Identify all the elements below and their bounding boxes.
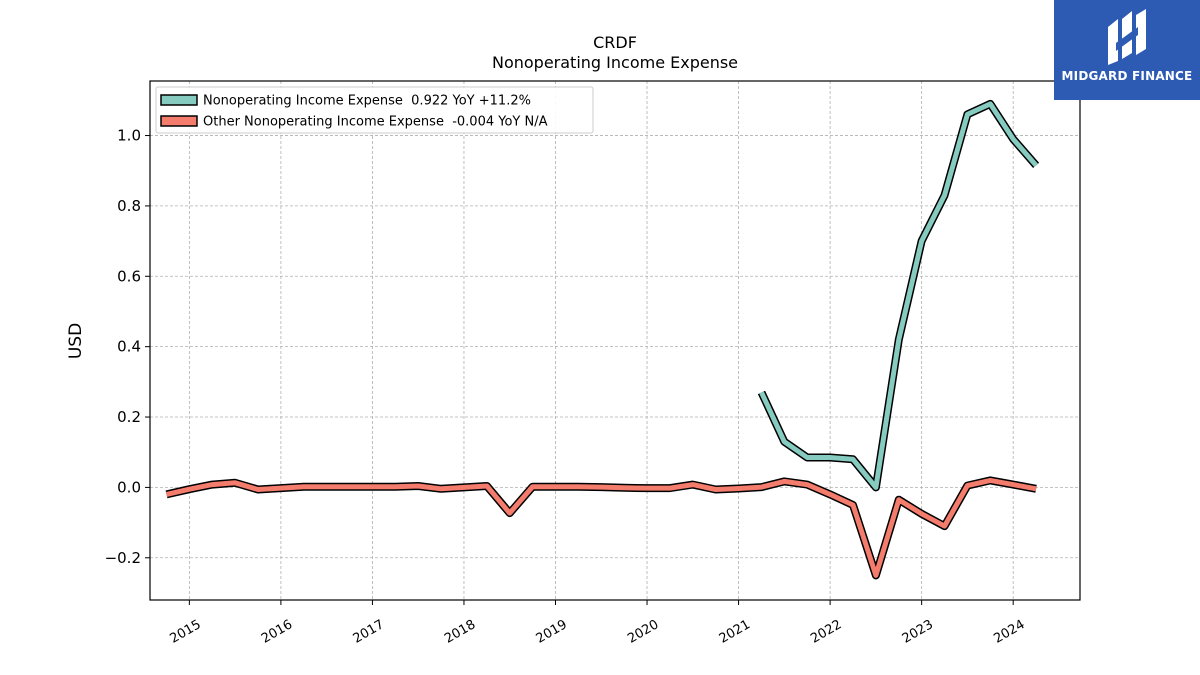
plot-frame [149, 80, 1081, 601]
x-tick-label: 2024 [991, 617, 1027, 647]
x-tick-label: 2019 [534, 617, 570, 647]
legend-label-other-nonoperating: Other Nonoperating Income Expense -0.004… [203, 115, 548, 130]
legend-swatch-other-nonoperating [160, 115, 198, 127]
x-tick-label: 2023 [900, 617, 936, 647]
legend-box [155, 86, 594, 134]
series-line-other-nonoperating-outline [165, 476, 1037, 580]
brand-logo: MIDGARD FINANCE [1054, 0, 1200, 100]
y-tick-label: 0.2 [117, 408, 141, 426]
x-tick-label: 2021 [717, 617, 753, 647]
x-tick-label: 2017 [351, 617, 387, 647]
series-line-nonoperating [759, 101, 1038, 490]
series-line-nonoperating-outline [757, 99, 1040, 492]
series-layer [165, 99, 1040, 580]
y-tick-label: 1.0 [117, 127, 141, 145]
y-tick-label: −0.2 [105, 549, 141, 567]
y-tick-label: 0.0 [117, 478, 141, 496]
logo-text: MIDGARD FINANCE [1061, 69, 1193, 83]
legend-label-nonoperating: Nonoperating Income Expense 0.922 YoY +1… [203, 94, 531, 109]
y-axis-label: USD [66, 323, 86, 359]
x-tick-label: 2022 [808, 617, 844, 647]
x-tick-label: 2015 [168, 617, 204, 647]
legend-swatch-nonoperating [160, 94, 198, 106]
x-tick-label: 2016 [259, 617, 295, 647]
chart-title: CRDF [593, 33, 637, 52]
logo-mark-icon [1108, 9, 1146, 65]
x-axis-ticks: 2015 2016 2017 2018 2019 2020 2021 2022 2023 2024 [168, 600, 1028, 647]
series-line-other-nonoperating [165, 477, 1037, 578]
x-tick-label: 2018 [442, 617, 478, 647]
legend: Nonoperating Income Expense 0.922 YoY +1… [155, 86, 594, 134]
chart-subtitle: Nonoperating Income Expense [492, 53, 738, 72]
x-tick-label: 2020 [625, 617, 661, 647]
y-tick-label: 0.8 [117, 197, 141, 215]
y-tick-label: 0.6 [117, 267, 141, 285]
y-axis-ticks: −0.2 0.0 0.2 0.4 0.6 0.8 1.0 [105, 127, 150, 567]
y-tick-label: 0.4 [117, 338, 141, 356]
